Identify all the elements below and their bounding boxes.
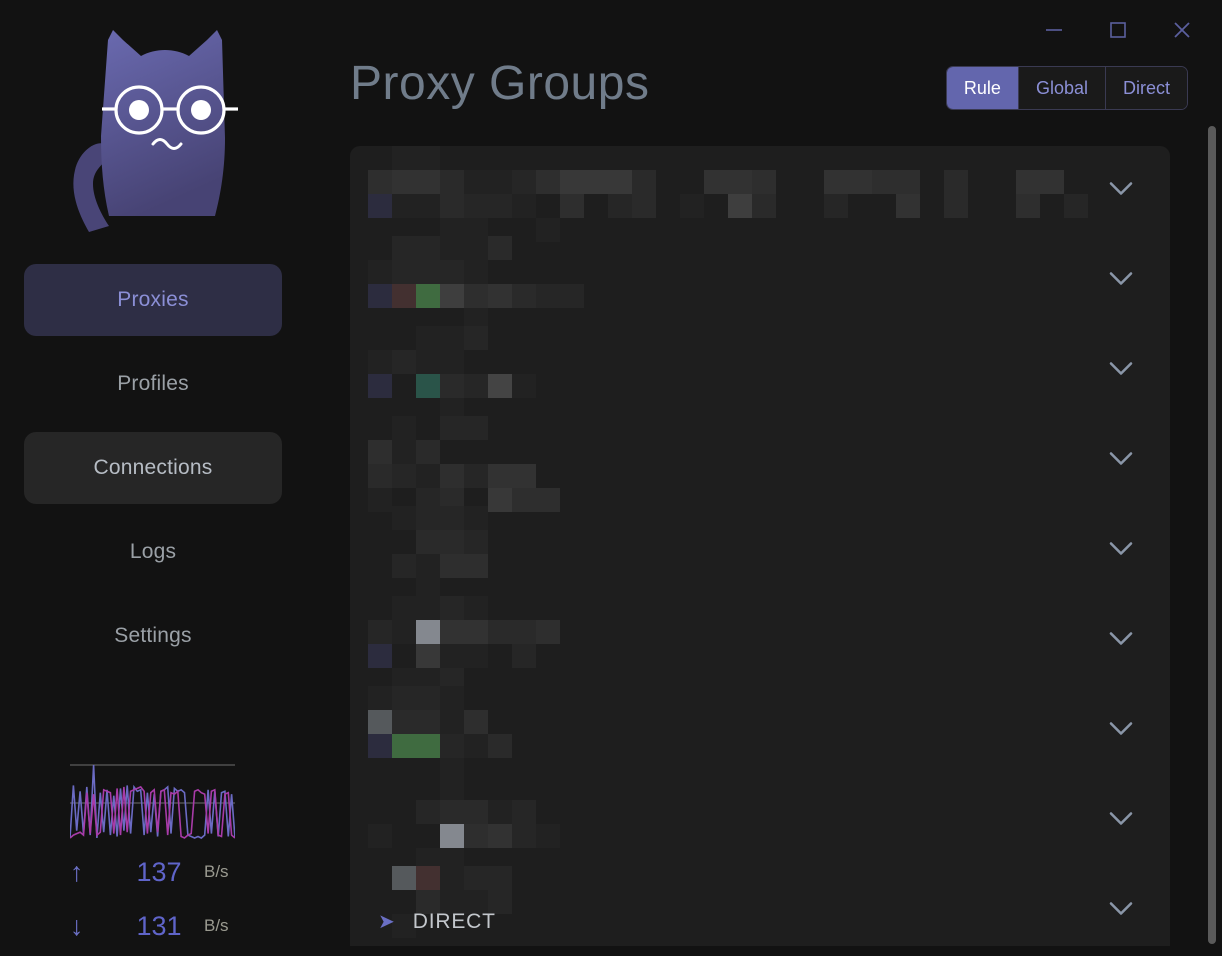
chevron-down-icon[interactable] (1108, 811, 1134, 832)
arrow-up-icon: ↑ (70, 856, 84, 887)
proxy-group-row[interactable] (350, 686, 1170, 782)
page-title: Proxy Groups (350, 57, 650, 110)
sidebar-item-proxies[interactable]: Proxies (24, 264, 282, 336)
download-stat: ↓ 131 B/s (70, 899, 270, 953)
download-unit: B/s (204, 916, 229, 935)
traffic-stats: ↑ 137 B/s ↓ 131 B/s (70, 760, 300, 953)
proxy-group-row[interactable] (350, 236, 1170, 332)
mode-switch: Rule Global Direct (945, 66, 1188, 110)
scrollbar-thumb[interactable] (1208, 126, 1216, 944)
proxy-group-row[interactable] (350, 776, 1170, 872)
upload-stat: ↑ 137 B/s (70, 845, 270, 899)
minimize-icon[interactable] (1036, 12, 1072, 48)
proxy-group-row[interactable] (350, 866, 1170, 946)
proxy-group-row[interactable] (350, 506, 1170, 626)
sidebar-item-settings[interactable]: Settings (24, 600, 282, 672)
proxy-group-row[interactable] (350, 416, 1170, 536)
arrow-down-icon: ↓ (70, 910, 84, 941)
app-logo (0, 18, 306, 233)
arrow-right-icon: ➤ (378, 911, 395, 933)
mode-button-rule[interactable]: Rule (946, 67, 1018, 109)
proxy-group-row[interactable] (350, 326, 1170, 422)
close-icon[interactable] (1164, 12, 1200, 48)
sidebar-item-logs[interactable]: Logs (24, 516, 282, 588)
sidebar-item-label: Connections (93, 456, 213, 479)
sidebar-item-label: Profiles (117, 372, 189, 395)
chevron-down-icon[interactable] (1108, 901, 1134, 922)
proxy-group-row[interactable] (350, 146, 1170, 242)
download-value: 131 (136, 910, 182, 941)
mode-button-direct[interactable]: Direct (1104, 67, 1187, 109)
traffic-sparkline-chart (70, 764, 235, 839)
upload-value: 137 (136, 856, 182, 887)
sidebar-item-label: Proxies (117, 288, 189, 311)
chevron-down-icon[interactable] (1108, 271, 1134, 292)
sidebar-item-label: Logs (129, 540, 177, 563)
sidebar-item-label: Settings (114, 624, 192, 647)
maximize-icon[interactable] (1100, 12, 1136, 48)
direct-label: DIRECT (412, 910, 496, 933)
mode-button-global[interactable]: Global (1017, 67, 1105, 109)
window-controls (1036, 12, 1200, 48)
sidebar: Proxies Profiles Connections Logs Settin… (0, 0, 350, 956)
chevron-down-icon[interactable] (1108, 361, 1134, 382)
chevron-down-icon[interactable] (1108, 541, 1134, 562)
direct-proxy-item[interactable]: ➤ DIRECT (350, 910, 1170, 934)
sidebar-item-profiles[interactable]: Profiles (24, 348, 282, 420)
chevron-down-icon[interactable] (1108, 631, 1134, 652)
proxy-group-row[interactable] (350, 596, 1170, 692)
chevron-down-icon[interactable] (1108, 181, 1134, 202)
chevron-down-icon[interactable] (1108, 721, 1134, 742)
sidebar-nav: Proxies Profiles Connections Logs Settin… (24, 264, 282, 684)
sidebar-item-connections[interactable]: Connections (24, 432, 282, 504)
cat-logo-icon (73, 30, 238, 232)
upload-unit: B/s (204, 862, 229, 881)
proxy-groups-panel: ➤ DIRECT (350, 146, 1170, 946)
scrollbar-track[interactable] (1206, 126, 1218, 950)
chevron-down-icon[interactable] (1108, 451, 1134, 472)
